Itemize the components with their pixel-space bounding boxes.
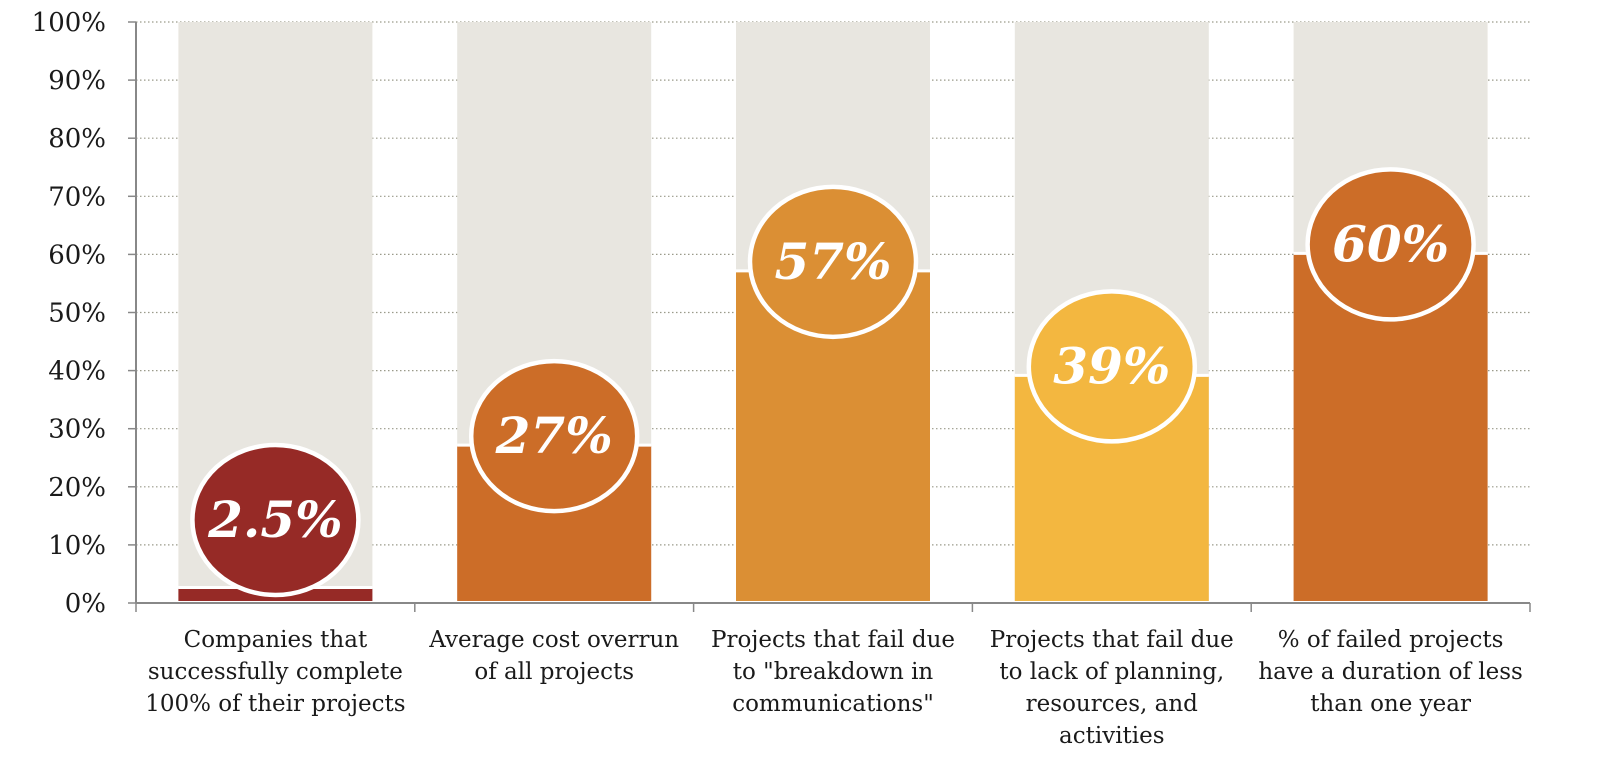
y-tick-label: 90%	[48, 66, 106, 96]
category-label-line: to lack of planning,	[999, 659, 1224, 685]
category-label-line: to "breakdown in	[733, 659, 934, 685]
category-label: Projects that fail due to "breakdown in co…	[711, 627, 955, 717]
y-tick-label: 50%	[48, 299, 106, 329]
category-label: Companies that successfully complete 100% …	[145, 627, 405, 717]
y-tick-labels: 0% 10% 20% 30% 40% 50% 60% 70% 80% 90% 100%	[32, 8, 106, 619]
value-bubbles: 2.5% 27% 57% 39% 60%	[190, 167, 1476, 598]
value-bubble	[468, 358, 640, 514]
y-tick-label: 40%	[48, 357, 106, 387]
category-label-line: % of failed projects	[1278, 627, 1504, 653]
value-bubble	[747, 184, 919, 340]
category-label-line: Companies that	[184, 627, 368, 653]
category-label: Average cost overrun of all projects	[428, 627, 679, 685]
y-tick-label: 100%	[32, 8, 106, 38]
data-label: 39%	[1053, 336, 1170, 395]
data-label: 57%	[774, 232, 891, 291]
category-label: % of failed projects have a duration of l…	[1258, 627, 1523, 717]
y-tick-label: 0%	[65, 589, 106, 619]
y-tick-label: 70%	[48, 182, 106, 212]
category-label-line: Projects that fail due	[711, 627, 955, 653]
category-label: Projects that fail due to lack of plannin…	[990, 627, 1234, 749]
y-tick-label: 20%	[48, 473, 106, 503]
category-label-line: resources, and	[1026, 691, 1199, 717]
value-bubble	[1026, 289, 1198, 444]
value-bubble	[1305, 167, 1476, 322]
category-labels: Companies that successfully complete 100% …	[145, 627, 1523, 749]
axes	[128, 21, 1531, 612]
category-label-line: communications"	[732, 691, 934, 717]
category-label-line: than one year	[1310, 691, 1471, 717]
category-label-line: of all projects	[474, 659, 634, 685]
y-tick-label: 80%	[48, 124, 106, 154]
data-label: 2.5%	[207, 490, 343, 549]
category-label-line: 100% of their projects	[145, 691, 405, 717]
category-label-line: have a duration of less	[1258, 659, 1523, 685]
category-label-line: Projects that fail due	[990, 627, 1234, 653]
value-bubble	[190, 442, 361, 598]
y-tick-label: 60%	[48, 240, 106, 270]
category-label-line: successfully complete	[148, 659, 403, 685]
y-tick-label: 30%	[48, 415, 106, 445]
category-label-line: Average cost overrun	[428, 627, 679, 653]
category-label-line: activities	[1059, 723, 1165, 749]
data-label: 27%	[495, 406, 613, 465]
data-label: 60%	[1332, 214, 1449, 273]
y-tick-label: 10%	[48, 531, 106, 561]
